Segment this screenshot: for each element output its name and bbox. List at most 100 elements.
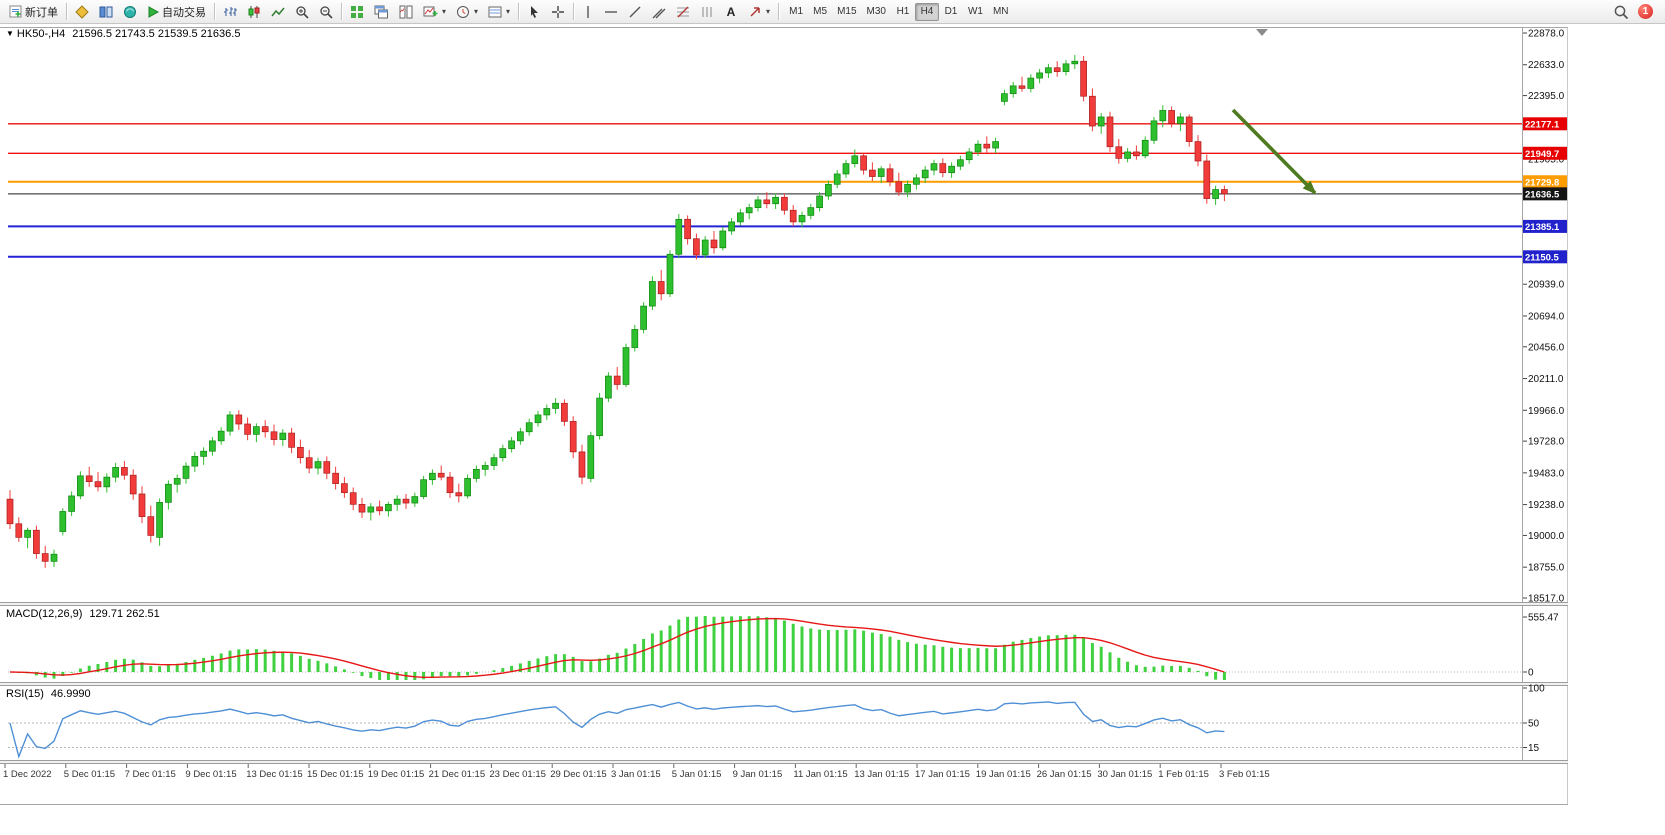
timeframe-toolbar: M1 M5 M15 M30 H1 H4 D1 W1 MN [784, 2, 1013, 21]
svg-text:21 Dec 01:15: 21 Dec 01:15 [429, 769, 486, 780]
toolbar: 新订单 自动交易 ▾ ▾ [0, 0, 1665, 24]
svg-text:20456.0: 20456.0 [1528, 342, 1565, 353]
cycle-lines-tool[interactable] [695, 2, 719, 22]
svg-text:22395.0: 22395.0 [1528, 91, 1565, 102]
svg-text:15 Dec 01:15: 15 Dec 01:15 [307, 769, 364, 780]
svg-text:21729.8: 21729.8 [1525, 177, 1559, 188]
fibonacci-tool[interactable] [671, 2, 695, 22]
zoom-out-button[interactable] [314, 2, 338, 22]
crosshair-icon [552, 5, 565, 18]
macd-values: 129.71 262.51 [89, 608, 160, 620]
svg-text:19 Dec 01:15: 19 Dec 01:15 [368, 769, 425, 780]
svg-text:100: 100 [1528, 684, 1545, 695]
svg-text:22878.0: 22878.0 [1528, 29, 1565, 40]
separator [518, 3, 520, 20]
rsi-indicator-label: RSI(15) 46.9990 [6, 688, 91, 700]
svg-text:19966.0: 19966.0 [1528, 406, 1565, 417]
new-order-icon [9, 5, 22, 18]
zoom-in-button[interactable] [290, 2, 314, 22]
period-button[interactable]: ▾ [451, 2, 483, 22]
channel-icon [652, 8, 666, 18]
svg-text:0: 0 [1528, 668, 1534, 679]
chevron-down-icon: ▾ [442, 7, 447, 16]
separator [66, 3, 67, 20]
collapse-icon[interactable]: ▼ [6, 29, 14, 38]
crosshair-tool-button[interactable] [546, 2, 570, 22]
search-icon[interactable] [1613, 4, 1629, 20]
rsi-name: RSI(15) [6, 688, 44, 700]
chart-window[interactable]: 22878.0 22633.0 22395.0 21905.0 20939.0 20694… [0, 24, 1665, 835]
text-tool[interactable]: A [719, 2, 743, 22]
cursor-tool-button[interactable] [522, 2, 546, 22]
timeframe-m1[interactable]: M1 [789, 6, 804, 17]
separator [341, 3, 342, 20]
terminal-button[interactable] [118, 2, 142, 22]
cascade-windows-button[interactable] [369, 2, 394, 22]
svg-text:5 Dec 01:15: 5 Dec 01:15 [64, 769, 115, 780]
new-order-button[interactable]: 新订单 [4, 2, 63, 22]
timeframe-d1[interactable]: D1 [944, 6, 958, 17]
autotrading-button[interactable]: 自动交易 [142, 2, 211, 22]
chart-ohlc: 21596.5 21743.5 21539.5 21636.5 [72, 28, 241, 40]
bar-chart-icon [224, 6, 237, 16]
svg-text:26 Jan 01:15: 26 Jan 01:15 [1037, 769, 1092, 780]
svg-text:20211.0: 20211.0 [1528, 374, 1564, 385]
notification-badge[interactable]: 1 [1638, 4, 1653, 19]
templates-button[interactable]: ▾ [483, 2, 515, 22]
svg-text:21949.7: 21949.7 [1525, 149, 1559, 160]
timeframe-m15[interactable]: M15 [837, 6, 857, 17]
tile-vertical-button[interactable] [394, 2, 418, 22]
new-chart-button[interactable]: ▾ [418, 2, 451, 22]
vertical-line-tool[interactable] [577, 2, 599, 22]
market-watch-icon [75, 4, 89, 19]
svg-text:29 Dec 01:15: 29 Dec 01:15 [550, 769, 607, 780]
terminal-icon [124, 5, 136, 18]
svg-text:17 Jan 01:15: 17 Jan 01:15 [915, 769, 970, 780]
trendline-icon [629, 6, 641, 17]
svg-text:11 Jan 01:15: 11 Jan 01:15 [793, 769, 847, 780]
arrows-tool[interactable]: ▾ [743, 2, 775, 22]
macd-name: MACD(12,26,9) [6, 608, 83, 620]
navigator-icon [99, 6, 113, 17]
svg-text:21150.5: 21150.5 [1525, 252, 1560, 263]
navigator-button[interactable] [94, 2, 118, 22]
timeframe-w1[interactable]: W1 [967, 6, 983, 17]
svg-text:3 Jan 01:15: 3 Jan 01:15 [611, 769, 661, 780]
candlestick-chart-button[interactable] [242, 2, 266, 22]
svg-text:1 Feb 01:15: 1 Feb 01:15 [1158, 769, 1209, 780]
cascade-windows-icon [374, 5, 388, 18]
chart-canvas[interactable]: 22878.0 22633.0 22395.0 21905.0 20939.0 20694… [0, 24, 1665, 835]
separator [214, 3, 215, 20]
timeframe-m30[interactable]: M30 [866, 6, 886, 17]
separator [778, 3, 780, 20]
trendline-tool[interactable] [623, 2, 647, 22]
svg-text:9 Dec 01:15: 9 Dec 01:15 [185, 769, 236, 780]
horizontal-line-tool[interactable] [599, 2, 623, 22]
cursor-icon [531, 5, 539, 18]
macd-indicator-label: MACD(12,26,9) 129.71 262.51 [6, 608, 160, 620]
tile-windows-button[interactable] [345, 2, 369, 22]
svg-text:21636.5: 21636.5 [1525, 189, 1560, 200]
line-chart-button[interactable] [266, 2, 290, 22]
market-watch-button[interactable] [70, 2, 94, 22]
svg-text:13 Jan 01:15: 13 Jan 01:15 [854, 769, 909, 780]
chevron-down-icon: ▾ [766, 7, 771, 16]
svg-text:20694.0: 20694.0 [1528, 311, 1565, 322]
timeframe-h1[interactable]: H1 [896, 6, 910, 17]
svg-text:555.47: 555.47 [1528, 613, 1559, 624]
separator [573, 3, 575, 20]
tile-windows-icon [351, 5, 363, 18]
svg-text:23 Dec 01:15: 23 Dec 01:15 [489, 769, 546, 780]
timeframe-h4[interactable]: H4 [914, 2, 939, 21]
timeframe-m5[interactable]: M5 [813, 6, 828, 17]
vertical-line-icon [587, 5, 589, 18]
templates-icon [488, 6, 502, 17]
svg-text:13 Dec 01:15: 13 Dec 01:15 [246, 769, 303, 780]
svg-text:22177.1: 22177.1 [1525, 119, 1560, 130]
svg-text:19728.0: 19728.0 [1528, 437, 1565, 448]
timeframe-mn[interactable]: MN [992, 6, 1009, 17]
candlestick-chart-icon [248, 5, 260, 18]
bar-chart-button[interactable] [218, 2, 242, 22]
new-chart-icon [423, 6, 438, 16]
channel-tool[interactable] [647, 2, 671, 22]
